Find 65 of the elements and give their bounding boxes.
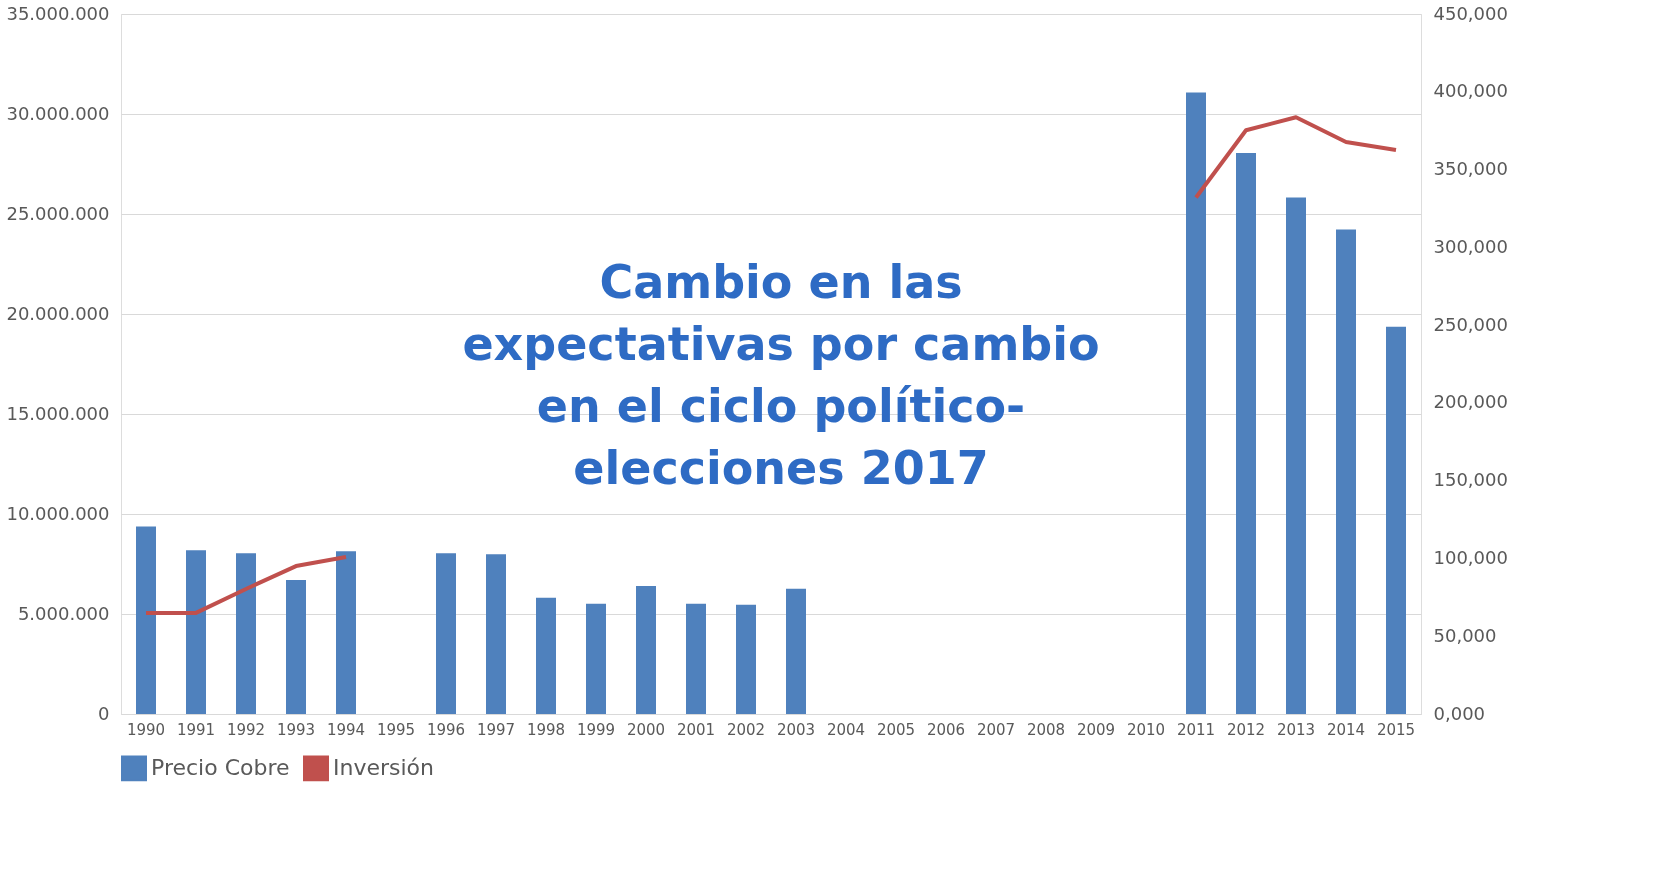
x-tick-label: 2004	[826, 720, 866, 739]
legend-label: Precio Cobre	[151, 755, 290, 781]
legend-label: Inversión	[333, 755, 435, 781]
y-tick-label: 10.000.000	[6, 502, 110, 524]
bar	[136, 526, 156, 714]
y2-tick-label: 350,000	[1433, 158, 1508, 180]
y-tick-label: 35.000.000	[6, 2, 110, 24]
y-tick-label: 15.000.000	[6, 402, 110, 424]
y2-tick-label: 400,000	[1433, 80, 1508, 102]
annotation: Cambio en las expectativas por cambio en el ciclo político- elecciones 2017	[462, 255, 1100, 495]
y2-tick-label: 50,000	[1433, 624, 1497, 646]
bar	[1236, 153, 1256, 714]
x-tick-label: 2011	[1176, 720, 1216, 739]
x-tick-label: 2007	[976, 720, 1016, 739]
x-tick-label: 1997	[476, 720, 516, 739]
bar	[786, 588, 806, 714]
x-tick-label: 2001	[676, 720, 716, 739]
x-tick-label: 1993	[276, 720, 316, 739]
bar	[186, 550, 206, 714]
x-tick-label: 2008	[1026, 720, 1066, 739]
y2-tick-label: 150,000	[1433, 469, 1508, 491]
x-tick-label: 1999	[576, 720, 616, 739]
x-tick-label: 1996	[426, 720, 466, 739]
x-tick-label: 2009	[1076, 720, 1116, 739]
bar	[336, 551, 356, 714]
bar	[286, 580, 306, 714]
x-tick-label: 2000	[626, 720, 666, 739]
bar	[486, 554, 506, 714]
x-tick-label: 2002	[726, 720, 766, 739]
x-tick-label: 1998	[526, 720, 566, 739]
y2-tick-label: 0,000	[1433, 702, 1486, 724]
x-tick-label: 1994	[326, 720, 366, 739]
y-tick-label: 30.000.000	[6, 102, 110, 124]
bar	[1386, 326, 1406, 714]
x-tick-label: 2013	[1276, 720, 1316, 739]
x-tick-label: 1991	[176, 720, 216, 739]
x-tick-label: 2012	[1226, 720, 1266, 739]
y2-tick-label: 450,000	[1433, 2, 1508, 24]
bar	[636, 586, 656, 714]
y-tick-label: 0	[98, 702, 110, 724]
x-tick-label: 1995	[376, 720, 416, 739]
y2-tick-label: 300,000	[1433, 235, 1508, 257]
x-tick-label: 2005	[876, 720, 916, 739]
x-tick-label: 2010	[1126, 720, 1166, 739]
bar	[1186, 92, 1206, 714]
bar	[1336, 229, 1356, 714]
y2-tick-label: 250,000	[1433, 313, 1508, 335]
y2-tick-label: 200,000	[1433, 391, 1508, 413]
x-tick-label: 2006	[926, 720, 966, 739]
x-tick-label: 2003	[776, 720, 816, 739]
y-tick-label: 5.000.000	[17, 602, 110, 624]
bar	[686, 603, 706, 714]
x-tick-label: 2015	[1376, 720, 1416, 739]
y-tick-label: 25.000.000	[6, 202, 110, 224]
x-tick-label: 1992	[226, 720, 266, 739]
x-tick-label: 1990	[126, 720, 166, 739]
bar	[236, 553, 256, 714]
y2-tick-label: 100,000	[1433, 546, 1508, 568]
x-tick-label: 2014	[1326, 720, 1366, 739]
bar	[436, 553, 456, 714]
bar	[586, 603, 606, 714]
bar	[1286, 197, 1306, 714]
bar	[736, 604, 756, 714]
y-tick-label: 20.000.000	[6, 302, 110, 324]
bar	[536, 597, 556, 714]
